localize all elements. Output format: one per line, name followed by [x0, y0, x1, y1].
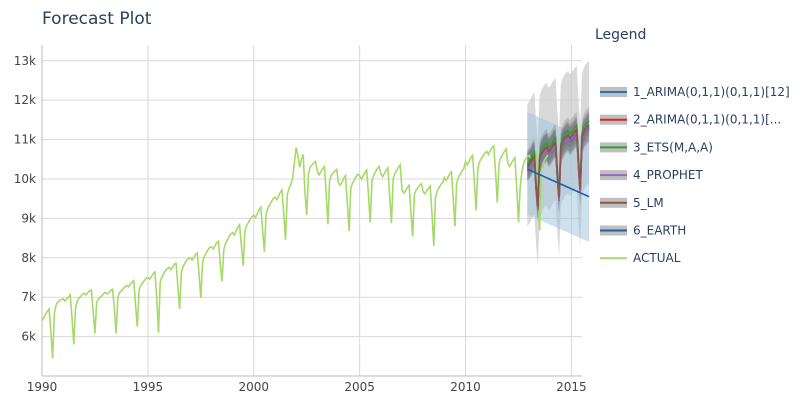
series-line-earth — [526, 168, 590, 198]
y-tick-label: 7k — [21, 290, 36, 304]
x-tick-label: 2015 — [556, 380, 587, 394]
arima1-interval-band — [527, 113, 590, 221]
legend-title: Legend — [595, 27, 646, 43]
legend-label-lm: 5_LM — [633, 196, 664, 210]
legend-label-ets: 3_ETS(M,A,A) — [633, 140, 713, 154]
chart-title: Forecast Plot — [42, 9, 152, 29]
x-tick-label: 2005 — [344, 380, 375, 394]
legend-label-arima2: 2_ARIMA(0,1,1)(0,1,1)[... — [633, 113, 781, 127]
legend-label-arima1: 1_ARIMA(0,1,1)(0,1,1)[12] — [633, 85, 790, 99]
y-tick-label: 10k — [14, 172, 36, 186]
y-tick-label: 6k — [21, 330, 36, 344]
series-line-lm — [526, 124, 590, 208]
legend: Legend 1_ARIMA(0,1,1)(0,1,1)[12] 2_ARIMA(… — [595, 27, 790, 265]
y-tick-label: 9k — [21, 211, 36, 225]
legend-label-actual: ACTUAL — [633, 251, 681, 265]
x-tick-label: 1995 — [133, 380, 164, 394]
y-axis: 6k 7k 8k 9k 10k 11k 12k 13k — [14, 54, 36, 344]
y-tick-label: 12k — [14, 93, 36, 107]
y-tick-label: 11k — [14, 133, 36, 147]
x-axis: 1990 1995 2000 2005 2010 2015 — [27, 380, 587, 394]
y-tick-label: 13k — [14, 54, 36, 68]
x-tick-label: 1990 — [27, 380, 58, 394]
series-line-actual — [41, 144, 550, 359]
legend-label-earth: 6_EARTH — [633, 224, 686, 238]
legend-label-prophet: 4_PROPHET — [633, 168, 703, 182]
grid — [41, 45, 582, 377]
series-lines — [41, 120, 590, 359]
arima2-interval-band — [527, 114, 590, 223]
x-tick-label: 2000 — [238, 380, 269, 394]
y-tick-label: 8k — [21, 251, 36, 265]
x-tick-label: 2010 — [450, 380, 481, 394]
